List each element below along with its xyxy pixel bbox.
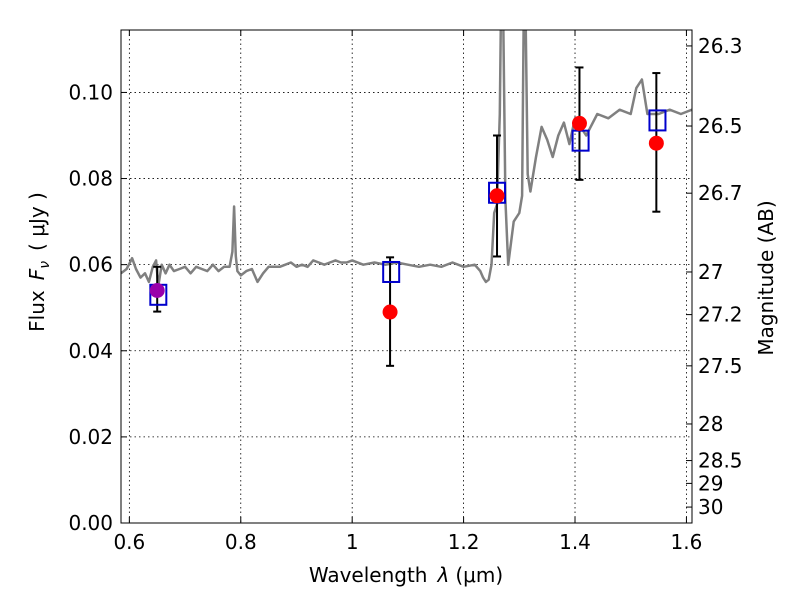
observed-flux-point — [489, 188, 505, 204]
y2-axis-label: Magnitude (AB) — [754, 200, 778, 355]
y-axis-label: Flux Fν ( μJy ) — [25, 192, 53, 332]
y2-tick-label: 26.5 — [698, 114, 743, 138]
y2-tick-label: 29 — [698, 471, 723, 495]
x-axis-label: Wavelength λ (μm) — [309, 563, 503, 587]
observed-flux-point — [382, 304, 398, 320]
observed-flux-point — [571, 115, 587, 131]
x-tick-label: 0.8 — [225, 530, 257, 554]
observed-flux-point — [149, 282, 165, 298]
model-band-square — [382, 260, 401, 283]
spectrum-line — [121, 30, 692, 288]
y-axis-label-text: Flux — [25, 290, 49, 332]
x-tick-label: 1.4 — [559, 530, 591, 554]
y2-tick-label: 27.5 — [698, 354, 743, 378]
y-tick-label: 0.08 — [68, 167, 113, 191]
y-tick-label: 0.02 — [68, 425, 113, 449]
y2-tick-label: 27.2 — [698, 303, 743, 327]
x-tick-label: 1.6 — [671, 530, 703, 554]
y-axis-label-symbol: F — [25, 268, 49, 280]
y2-tick-label: 26.7 — [698, 181, 743, 205]
plot-frame — [120, 29, 693, 524]
y2-tick-label: 28.5 — [698, 449, 743, 473]
y-axis-label-subscript: ν — [37, 261, 53, 269]
y-tick-label: 0.00 — [68, 511, 113, 535]
plot-area — [121, 30, 692, 523]
data-layer — [121, 30, 692, 367]
y-tick-label: 0.06 — [68, 253, 113, 277]
y-tick-label: 0.10 — [68, 80, 113, 104]
model-band-square — [648, 109, 667, 132]
x-axis-label-unit: (μm) — [455, 563, 503, 587]
y2-tick-label: 26.3 — [698, 34, 743, 58]
x-axis-label-symbol: λ — [437, 563, 450, 587]
y2-tick-label: 27 — [698, 260, 723, 284]
x-tick-label: 1.2 — [448, 530, 480, 554]
y2-tick-label: 30 — [698, 495, 723, 519]
x-axis-label-text: Wavelength — [309, 563, 428, 587]
y-tick-label: 0.04 — [68, 339, 113, 363]
y-axis-label-unit: ( μJy ) — [25, 192, 49, 251]
x-tick-label: 0.6 — [113, 530, 145, 554]
axis-ticks: 0.6 0.8 1 1.2 1.4 1.6 0.00 0.02 0.04 0.06 0.08 0.10… — [68, 30, 743, 554]
observed-flux-point — [648, 135, 664, 151]
x-tick-label: 1 — [346, 530, 359, 554]
y2-tick-label: 28 — [698, 412, 723, 436]
